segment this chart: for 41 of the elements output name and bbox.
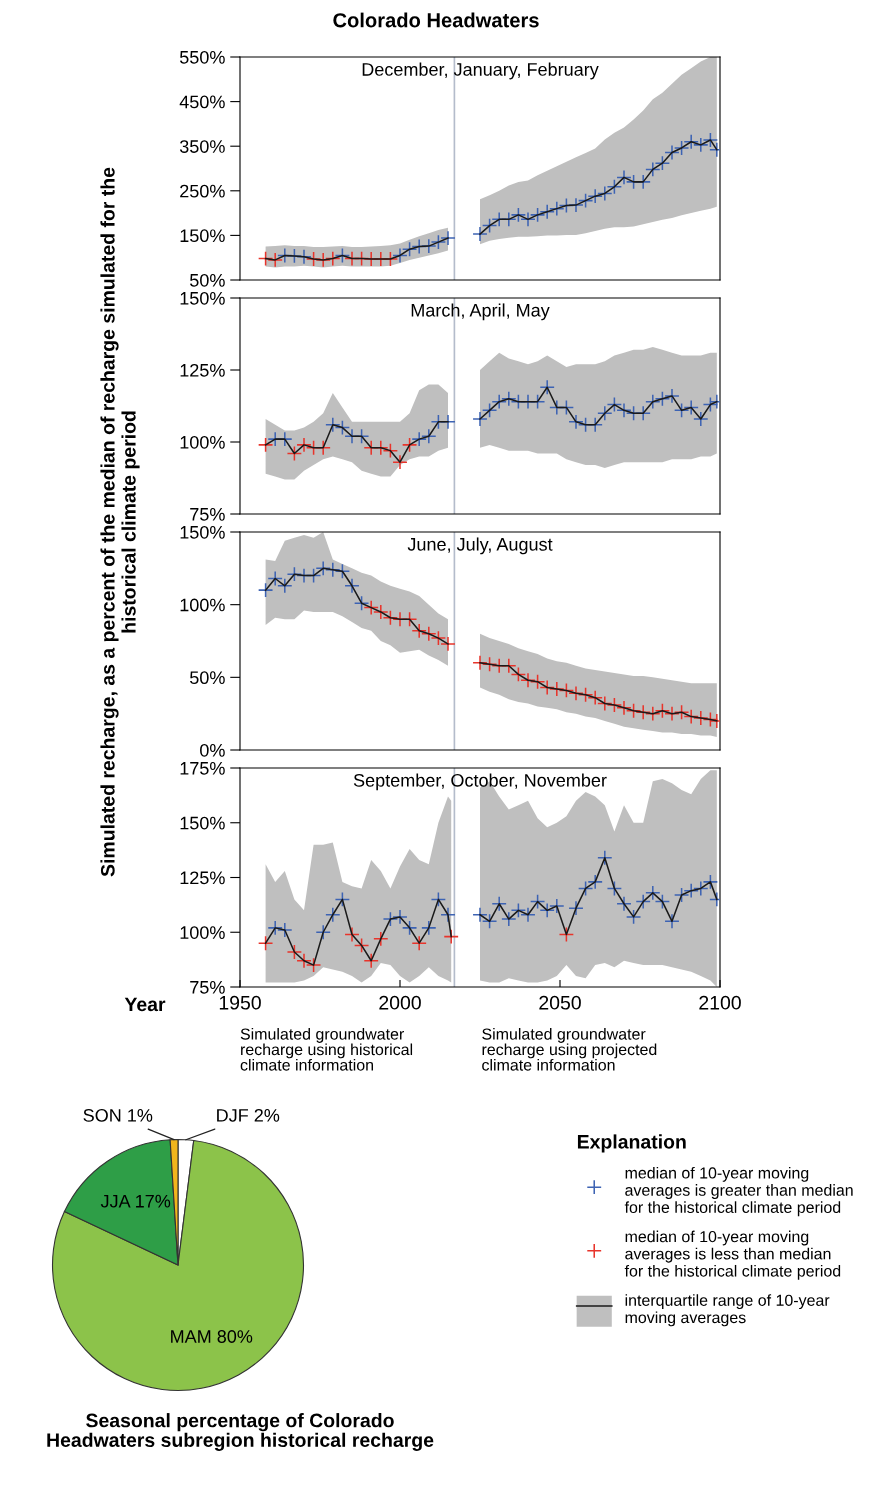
y-tick-label: 50% <box>190 273 225 287</box>
y-tick-label: 100% <box>180 598 225 612</box>
x-tick-label: 2000 <box>379 995 421 1010</box>
legend-label: median of 10-year moving averages is less than median for the historical climate period <box>624 1230 841 1280</box>
chart-subtitle: March, April, May <box>411 303 550 321</box>
slice-label: DJF 2% <box>217 1108 280 1122</box>
y-tick-label: 100% <box>180 926 225 939</box>
y-tick-label: 350% <box>179 140 225 153</box>
y-tick-label: 550% <box>179 50 225 64</box>
legend-title: Explanation <box>577 1134 686 1153</box>
y-axis-title: Simulated recharge, as a percent of the median of recharge simulated for the historical climate period <box>100 167 140 877</box>
slice-label: MAM 80% <box>171 1330 253 1343</box>
y-tick-label: 0% <box>200 743 225 757</box>
y-tick-label: 175% <box>180 762 225 775</box>
slice-label: SON 1% <box>83 1108 153 1122</box>
y-tick-label: 100% <box>180 435 225 449</box>
y-tick-label: 250% <box>180 184 225 198</box>
y-tick-label: 150% <box>180 229 225 243</box>
chart-subtitle: September, October, November <box>353 773 607 791</box>
y-tick-label: 75% <box>190 981 225 994</box>
chart-subtitle: December, January, February <box>362 62 599 80</box>
y-tick-label: 150% <box>180 816 225 830</box>
y-tick-label: 125% <box>180 871 225 885</box>
y-tick-label: 150% <box>180 525 225 539</box>
text: Seasonal percentage of Colorado Headwaters subregion historical recharge <box>47 1413 434 1451</box>
text: Simulated groundwater recharge using historical climate information <box>240 1028 413 1071</box>
chart-title: Colorado Headwaters <box>333 12 539 28</box>
text: Simulated groundwater recharge using projected climate information <box>482 1028 657 1071</box>
y-tick-label: 50% <box>190 671 225 685</box>
x-tick-label: 2100 <box>699 995 741 1010</box>
x-tick-label: 2050 <box>539 995 581 1010</box>
slice-label: JJA 17% <box>100 1194 171 1208</box>
x-tick-label: 1950 <box>219 995 261 1010</box>
y-tick-label: 125% <box>180 363 225 377</box>
legend-label: interquartile range of 10-year moving averages <box>625 1294 830 1327</box>
x-axis-title: Year <box>124 997 166 1012</box>
legend-label: median of 10-year moving averages is greater than median for the historical climate period <box>624 1166 853 1217</box>
y-tick-label: 150% <box>180 291 225 305</box>
y-tick-label: 450% <box>179 95 225 109</box>
y-tick-label: 75% <box>190 508 225 521</box>
chart-subtitle: June, July, August <box>407 537 553 555</box>
